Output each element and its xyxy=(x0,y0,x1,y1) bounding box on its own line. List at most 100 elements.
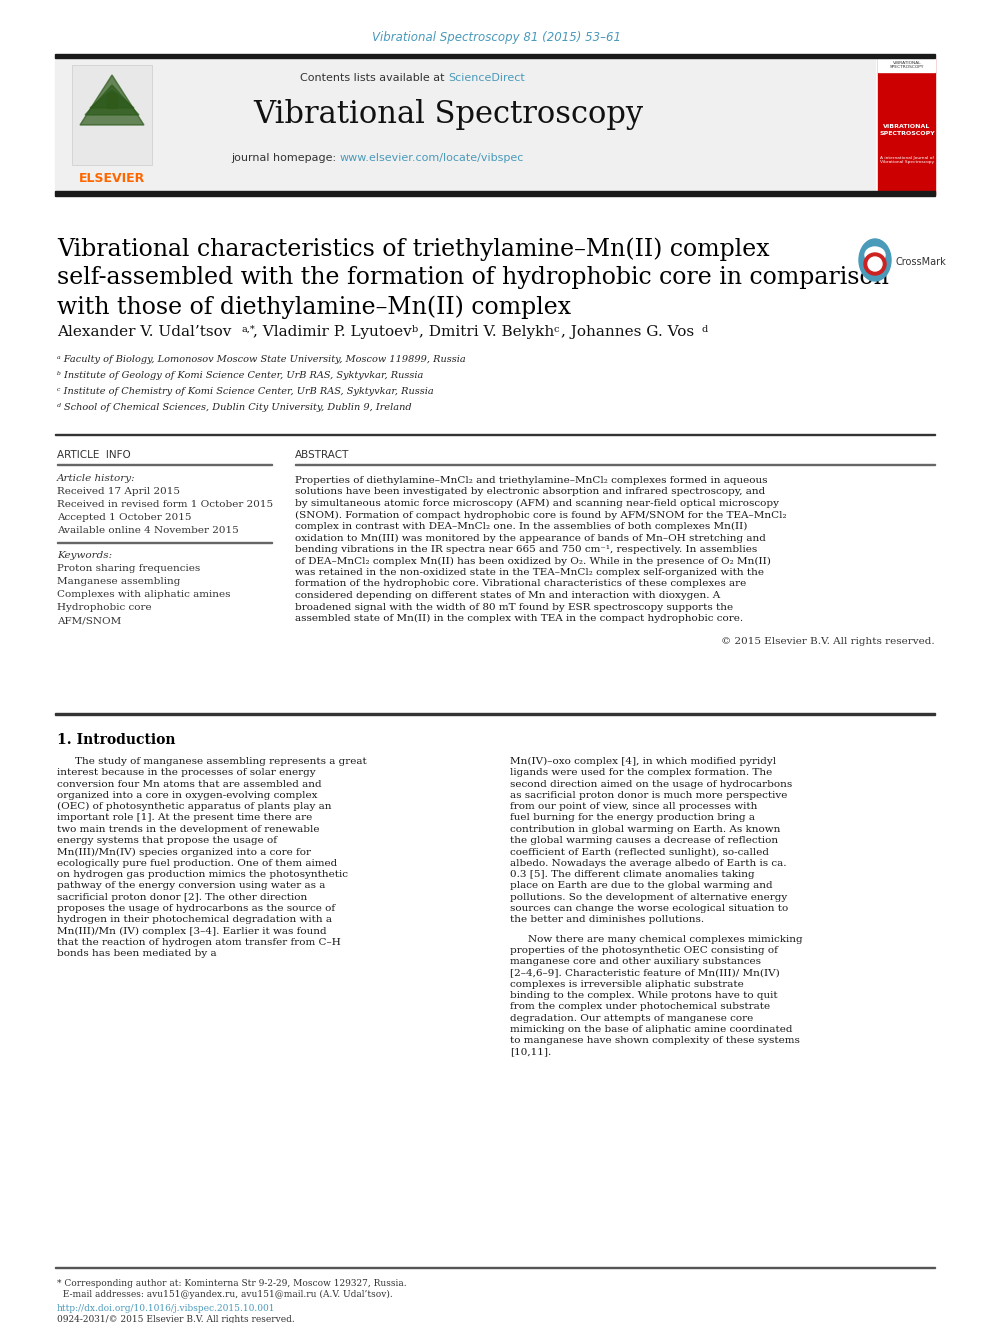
Bar xyxy=(878,58,935,71)
Text: ligands were used for the complex formation. The: ligands were used for the complex format… xyxy=(510,769,772,778)
Text: the global warming causes a decrease of reflection: the global warming causes a decrease of … xyxy=(510,836,778,845)
Text: ᵈ School of Chemical Sciences, Dublin City University, Dublin 9, Ireland: ᵈ School of Chemical Sciences, Dublin Ci… xyxy=(57,404,412,411)
Text: energy systems that propose the usage of: energy systems that propose the usage of xyxy=(57,836,277,845)
Text: VIBRATIONAL
SPECTROSCOPY: VIBRATIONAL SPECTROSCOPY xyxy=(890,61,925,69)
Text: organized into a core in oxygen-evolving complex: organized into a core in oxygen-evolving… xyxy=(57,791,317,800)
Text: Now there are many chemical complexes mimicking: Now there are many chemical complexes mi… xyxy=(528,934,803,943)
Text: oxidation to Mn(III) was monitored by the appearance of bands of Mn–OH stretchin: oxidation to Mn(III) was monitored by th… xyxy=(295,533,766,542)
Text: proposes the usage of hydrocarbons as the source of: proposes the usage of hydrocarbons as th… xyxy=(57,904,335,913)
Text: to manganese have shown complexity of these systems: to manganese have shown complexity of th… xyxy=(510,1036,800,1045)
Text: sources can change the worse ecological situation to: sources can change the worse ecological … xyxy=(510,904,789,913)
Text: 0924-2031/© 2015 Elsevier B.V. All rights reserved.: 0924-2031/© 2015 Elsevier B.V. All right… xyxy=(57,1315,295,1323)
Text: ARTICLE  INFO: ARTICLE INFO xyxy=(57,450,131,460)
Text: c: c xyxy=(554,325,559,333)
Text: interest because in the processes of solar energy: interest because in the processes of sol… xyxy=(57,769,315,778)
Text: albedo. Nowadays the average albedo of Earth is ca.: albedo. Nowadays the average albedo of E… xyxy=(510,859,787,868)
Text: , Vladimir P. Lyutoev: , Vladimir P. Lyutoev xyxy=(253,325,412,339)
Text: A international Journal of
Vibrational Spectroscopy: A international Journal of Vibrational S… xyxy=(880,156,934,164)
Text: pathway of the energy conversion using water as a: pathway of the energy conversion using w… xyxy=(57,881,325,890)
Text: Received in revised form 1 October 2015: Received in revised form 1 October 2015 xyxy=(57,500,273,509)
Bar xyxy=(55,191,935,196)
Text: , Dmitri V. Belykh: , Dmitri V. Belykh xyxy=(419,325,555,339)
Text: from our point of view, since all processes with: from our point of view, since all proces… xyxy=(510,802,757,811)
Text: pollutions. So the development of alternative energy: pollutions. So the development of altern… xyxy=(510,893,788,901)
Text: hydrogen in their photochemical degradation with a: hydrogen in their photochemical degradat… xyxy=(57,916,332,925)
Text: ᵇ Institute of Geology of Komi Science Center, UrB RAS, Syktyvkar, Russia: ᵇ Institute of Geology of Komi Science C… xyxy=(57,370,424,380)
Text: the better and diminishes pollutions.: the better and diminishes pollutions. xyxy=(510,916,704,925)
Text: Keywords:: Keywords: xyxy=(57,550,112,560)
Text: ELSEVIER: ELSEVIER xyxy=(79,172,145,184)
Text: second direction aimed on the usage of hydrocarbons: second direction aimed on the usage of h… xyxy=(510,779,793,789)
Text: assembled state of Mn(II) in the complex with TEA in the compact hydrophobic cor: assembled state of Mn(II) in the complex… xyxy=(295,614,743,623)
Polygon shape xyxy=(80,75,144,124)
Text: degradation. Our attempts of manganese core: degradation. Our attempts of manganese c… xyxy=(510,1013,753,1023)
Text: as sacrificial proton donor is much more perspective: as sacrificial proton donor is much more… xyxy=(510,791,788,800)
Text: The study of manganese assembling represents a great: The study of manganese assembling repres… xyxy=(75,757,367,766)
Text: Accepted 1 October 2015: Accepted 1 October 2015 xyxy=(57,513,191,523)
Text: (OEC) of photosynthetic apparatus of plants play an: (OEC) of photosynthetic apparatus of pla… xyxy=(57,802,331,811)
Text: VIBRATIONAL
SPECTROSCOPY: VIBRATIONAL SPECTROSCOPY xyxy=(879,124,934,136)
Text: [10,11].: [10,11]. xyxy=(510,1048,552,1057)
Text: Complexes with aliphatic amines: Complexes with aliphatic amines xyxy=(57,590,230,599)
Text: ecologically pure fuel production. One of them aimed: ecologically pure fuel production. One o… xyxy=(57,859,337,868)
Text: bending vibrations in the IR spectra near 665 and 750 cm⁻¹, respectively. In ass: bending vibrations in the IR spectra nea… xyxy=(295,545,757,554)
Text: coefficient of Earth (reflected sunlight), so-called: coefficient of Earth (reflected sunlight… xyxy=(510,848,769,856)
Text: Alexander V. Udal’tsov: Alexander V. Udal’tsov xyxy=(57,325,231,339)
Text: Received 17 April 2015: Received 17 April 2015 xyxy=(57,487,180,496)
Text: 0.3 [5]. The different climate anomalies taking: 0.3 [5]. The different climate anomalies… xyxy=(510,871,755,878)
Text: (SNOM). Formation of compact hydrophobic core is found by AFM/SNOM for the TEA–M: (SNOM). Formation of compact hydrophobic… xyxy=(295,511,787,520)
Text: complex in contrast with DEA–MnCl₂ one. In the assemblies of both complexes Mn(I: complex in contrast with DEA–MnCl₂ one. … xyxy=(295,523,747,531)
Text: Available online 4 November 2015: Available online 4 November 2015 xyxy=(57,527,239,534)
Text: fuel burning for the energy production bring a: fuel burning for the energy production b… xyxy=(510,814,755,823)
Text: Vibrational Spectroscopy 81 (2015) 53–61: Vibrational Spectroscopy 81 (2015) 53–61 xyxy=(371,32,621,45)
Text: Vibrational Spectroscopy: Vibrational Spectroscopy xyxy=(253,99,643,131)
Text: http://dx.doi.org/10.1016/j.vibspec.2015.10.001: http://dx.doi.org/10.1016/j.vibspec.2015… xyxy=(57,1304,276,1312)
Bar xyxy=(55,713,935,714)
Text: was retained in the non-oxidized state in the TEA–MnCl₂ complex self-organized w: was retained in the non-oxidized state i… xyxy=(295,568,764,577)
Text: manganese core and other auxiliary substances: manganese core and other auxiliary subst… xyxy=(510,957,761,966)
Polygon shape xyxy=(90,90,134,108)
Bar xyxy=(55,54,935,58)
Text: considered depending on different states of Mn and interaction with dioxygen. A: considered depending on different states… xyxy=(295,591,720,601)
Text: solutions have been investigated by electronic absorption and infrared spectrosc: solutions have been investigated by elec… xyxy=(295,487,765,496)
Ellipse shape xyxy=(859,239,891,280)
Text: Mn(III)/Mn(IV) species organized into a core for: Mn(III)/Mn(IV) species organized into a … xyxy=(57,848,311,856)
Text: two main trends in the development of renewable: two main trends in the development of re… xyxy=(57,824,319,833)
Text: a,*: a,* xyxy=(241,325,255,333)
Ellipse shape xyxy=(868,257,882,271)
Text: [2–4,6–9]. Characteristic feature of Mn(III)/ Mn(IV): [2–4,6–9]. Characteristic feature of Mn(… xyxy=(510,968,780,978)
Ellipse shape xyxy=(865,247,885,263)
Bar xyxy=(878,58,935,194)
Text: mimicking on the base of aliphatic amine coordinated: mimicking on the base of aliphatic amine… xyxy=(510,1025,793,1033)
Bar xyxy=(55,434,935,435)
Text: contribution in global warming on Earth. As known: contribution in global warming on Earth.… xyxy=(510,824,781,833)
Text: ᶜ Institute of Chemistry of Komi Science Center, UrB RAS, Syktyvkar, Russia: ᶜ Institute of Chemistry of Komi Science… xyxy=(57,388,434,396)
Text: self-assembled with the formation of hydrophobic core in comparison: self-assembled with the formation of hyd… xyxy=(57,266,889,288)
Text: Manganese assembling: Manganese assembling xyxy=(57,577,181,586)
Text: * Corresponding author at: Kominterna Str 9-2-29, Moscow 129327, Russia.: * Corresponding author at: Kominterna St… xyxy=(57,1279,407,1289)
Text: b: b xyxy=(412,325,419,333)
Text: bonds has been mediated by a: bonds has been mediated by a xyxy=(57,949,216,958)
Text: that the reaction of hydrogen atom transfer from C–H: that the reaction of hydrogen atom trans… xyxy=(57,938,340,947)
Text: by simultaneous atomic force microscopy (AFM) and scanning near-field optical mi: by simultaneous atomic force microscopy … xyxy=(295,499,779,508)
Text: formation of the hydrophobic core. Vibrational characteristics of these complexe: formation of the hydrophobic core. Vibra… xyxy=(295,579,746,589)
Text: place on Earth are due to the global warming and: place on Earth are due to the global war… xyxy=(510,881,773,890)
Bar xyxy=(107,93,117,108)
Text: Article history:: Article history: xyxy=(57,474,136,483)
Text: journal homepage:: journal homepage: xyxy=(231,153,340,163)
Text: from the complex under photochemical substrate: from the complex under photochemical sub… xyxy=(510,1003,770,1011)
Text: sacrificial proton donor [2]. The other direction: sacrificial proton donor [2]. The other … xyxy=(57,893,308,901)
Text: ScienceDirect: ScienceDirect xyxy=(448,73,525,83)
Text: AFM/SNOM: AFM/SNOM xyxy=(57,617,121,624)
Text: Mn(III)/Mn (IV) complex [3–4]. Earlier it was found: Mn(III)/Mn (IV) complex [3–4]. Earlier i… xyxy=(57,926,326,935)
Text: 1. Introduction: 1. Introduction xyxy=(57,733,176,747)
Text: complexes is irreversible aliphatic substrate: complexes is irreversible aliphatic subs… xyxy=(510,980,744,988)
Ellipse shape xyxy=(864,253,886,275)
Polygon shape xyxy=(85,85,139,115)
Text: d: d xyxy=(702,325,708,333)
Text: © 2015 Elsevier B.V. All rights reserved.: © 2015 Elsevier B.V. All rights reserved… xyxy=(721,638,935,647)
Text: Vibrational characteristics of triethylamine–Mn(II) complex: Vibrational characteristics of triethyla… xyxy=(57,237,770,261)
Text: Properties of diethylamine–MnCl₂ and triethylamine–MnCl₂ complexes formed in aqu: Properties of diethylamine–MnCl₂ and tri… xyxy=(295,476,768,486)
Text: important role [1]. At the present time there are: important role [1]. At the present time … xyxy=(57,814,312,823)
Text: broadened signal with the width of 80 mT found by ESR spectroscopy supports the: broadened signal with the width of 80 mT… xyxy=(295,602,733,611)
